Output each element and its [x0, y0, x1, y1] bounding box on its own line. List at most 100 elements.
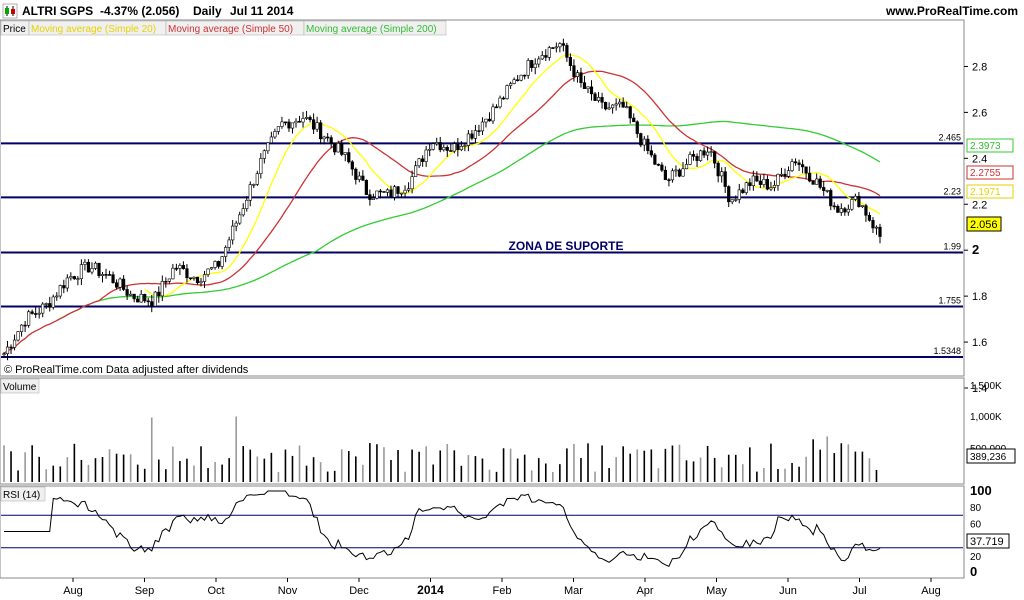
rsi-tick-label: 60 [970, 519, 982, 530]
candle-body [667, 179, 671, 182]
candle-body [815, 178, 819, 185]
volume-bar [643, 450, 646, 482]
candle-body [589, 86, 594, 95]
candle-body [723, 171, 727, 187]
site-name: www.ProRealTime.com [885, 4, 1018, 18]
candle-body [607, 107, 611, 110]
candle-body [568, 57, 573, 66]
time-tick-label: Oct [207, 585, 224, 597]
candle-icon-body-down [11, 9, 15, 14]
volume-bar [523, 454, 526, 482]
candle-body [65, 277, 69, 289]
candle-body [456, 143, 460, 151]
volume-bar [411, 449, 413, 482]
candle-body [259, 158, 263, 175]
candle-body [864, 205, 868, 216]
volume-bar [45, 469, 48, 482]
support-levels: 2.465 2.23 1.99 1.755 1.5348 [1, 132, 963, 359]
candle-body [62, 285, 66, 289]
candle-body [69, 276, 73, 279]
volume-bar [509, 448, 512, 482]
volume-bar [31, 445, 33, 482]
candle-body [202, 274, 207, 282]
candle-body [480, 121, 485, 132]
volume-bar [847, 444, 850, 482]
candle-body [611, 104, 615, 109]
ma200-path [56, 120, 881, 322]
candle-body [227, 239, 231, 248]
price-tick-label: 2.4 [972, 153, 987, 165]
volume-bar [868, 458, 871, 482]
volume-bar [298, 445, 301, 482]
candle-body [329, 137, 333, 144]
volume-bar [333, 470, 336, 482]
candle-body [600, 97, 604, 103]
candle-body [491, 106, 495, 122]
candle-body [537, 58, 541, 65]
time-tick-label: Aug [921, 585, 941, 597]
candle-body [618, 101, 622, 105]
candle-body [297, 120, 302, 123]
candle-body [192, 276, 196, 279]
volume-bar [17, 470, 19, 482]
candle-body [793, 161, 798, 164]
candle-body [2, 353, 6, 355]
candle-body [621, 101, 625, 108]
volume-bar [559, 464, 561, 482]
candle-body [656, 163, 660, 166]
candle-body [287, 121, 291, 129]
candle-body [12, 339, 17, 348]
volume-bar [319, 462, 322, 482]
candle-body [741, 189, 745, 194]
candle-body [410, 176, 414, 190]
candle-body [195, 276, 200, 284]
candle-body [512, 79, 516, 84]
candle-body [100, 274, 105, 276]
candle-body [255, 173, 259, 185]
volume-bar [587, 443, 589, 482]
candle-body [262, 150, 266, 159]
volume-bar [763, 467, 765, 482]
volume-bar [544, 463, 547, 482]
candle-body [389, 189, 393, 198]
candle-body [122, 278, 126, 290]
candle-body [554, 46, 558, 49]
candle-body [790, 161, 794, 172]
volume-label-box [0, 378, 40, 394]
candle-body [234, 222, 238, 227]
candle-body [354, 168, 358, 180]
candle-body [44, 303, 48, 305]
volume-bar [115, 453, 118, 482]
candle-body [111, 274, 115, 283]
candle-body [459, 146, 463, 151]
price-tick-label: 1.4 [972, 383, 987, 395]
volume-bar [214, 461, 216, 482]
candle-body [371, 197, 375, 200]
volume-bar [840, 443, 843, 482]
time-tick-label: Mar [564, 585, 583, 597]
volume-bar [432, 464, 435, 482]
volume-bar [24, 452, 26, 482]
volume-bar [340, 449, 343, 482]
candle-body [582, 82, 587, 90]
candle-body [280, 121, 284, 127]
candle-body [301, 118, 305, 123]
candle-body [343, 152, 347, 155]
candle-body [238, 214, 242, 224]
support-level-label: 1.755 [938, 295, 961, 305]
volume-bar [566, 448, 568, 482]
ma50-line [3, 70, 881, 355]
candle-body [586, 86, 590, 90]
volume-bar [798, 466, 800, 482]
candle-body [399, 192, 404, 195]
legend-ma20: Moving average (Simple 20) [31, 24, 156, 35]
candle-body [663, 169, 667, 181]
volume-bar [172, 446, 174, 482]
volume-bar [326, 471, 329, 482]
volume-bar [530, 470, 533, 482]
time-tick-label: Apr [636, 585, 653, 597]
price-tick-label: 2.6 [972, 107, 987, 119]
volume-bar [284, 449, 287, 482]
candle-body [231, 225, 235, 241]
